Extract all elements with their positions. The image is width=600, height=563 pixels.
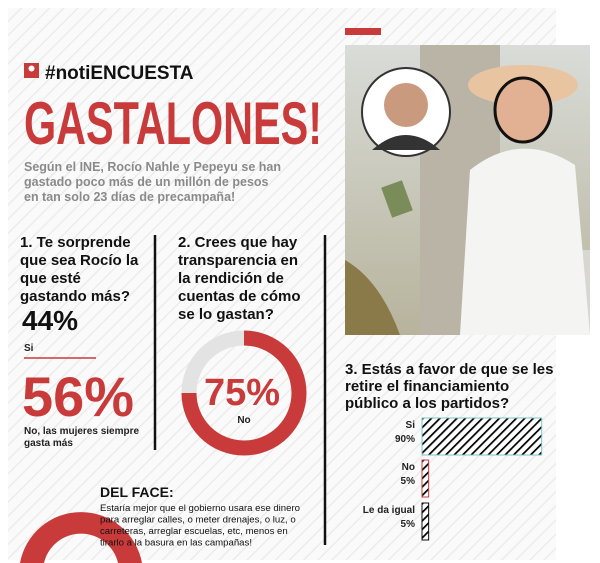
donut-arc (181, 330, 307, 456)
bar-value-label: 90% (395, 434, 415, 445)
title: GASTALONES! (24, 90, 322, 157)
q2-value: 75% (204, 372, 280, 414)
bar (421, 417, 543, 456)
q1-question: que esté (20, 270, 81, 287)
q1-yes-text: Si (24, 343, 34, 354)
q2-question: la rendición de (178, 270, 284, 287)
photo (345, 45, 590, 335)
q2-question: cuentas de cómo (178, 288, 301, 305)
accent-bar (345, 28, 381, 35)
q1-yes-value: 44% (22, 305, 78, 336)
q1-question: 1. Te sorprende (20, 234, 131, 251)
subtitle: Según el INE, Rocío Nahle y Pepeyu se ha… (24, 160, 281, 174)
q3-question: retire el financiamiento (345, 378, 509, 395)
bar-category: Le da igual (363, 505, 415, 516)
bar (421, 459, 430, 498)
comment-line: para arreglar calles, o meter drenajes, … (100, 515, 296, 526)
subtitle: en tan solo 23 días de precampaña! (24, 190, 235, 204)
comment-line: carreteras, arreglar escuelas, etc, meno… (100, 526, 288, 537)
subtitle: gastado poco más de un millón de pesos (24, 175, 269, 189)
bar-category: Si (406, 420, 416, 431)
comment-line: Estaría mejor que el gobierno usara ese … (100, 503, 300, 514)
hashtag-icon (28, 65, 35, 72)
q1-no-text: No, las mujeres siempre (24, 426, 139, 437)
bar-value-label: 5% (401, 476, 416, 487)
q2-answer: No (237, 415, 250, 426)
q3-question: público a los partidos? (345, 395, 509, 412)
q1-no-value: 56% (22, 365, 134, 428)
bar (421, 502, 430, 541)
q1-no-text: gasta más (24, 438, 73, 449)
q1-question: gastando más? (20, 288, 130, 305)
hashtag: #notiENCUESTA (45, 63, 194, 84)
q1-question: que sea Rocío la (20, 252, 139, 269)
q2-question: transparencia en (178, 252, 298, 269)
comment-heading: DEL FACE: (100, 484, 174, 500)
q2-question: 2. Crees que hay (178, 234, 298, 251)
bar-category: No (402, 462, 415, 473)
comment-line: tirarlo a la basura en las campañas! (100, 538, 252, 549)
q2-question: se lo gastan? (178, 306, 274, 323)
q3-question: 3. Estás a favor de que se les (345, 361, 553, 378)
bar-value-label: 5% (401, 519, 416, 530)
decor-arc (20, 512, 142, 563)
